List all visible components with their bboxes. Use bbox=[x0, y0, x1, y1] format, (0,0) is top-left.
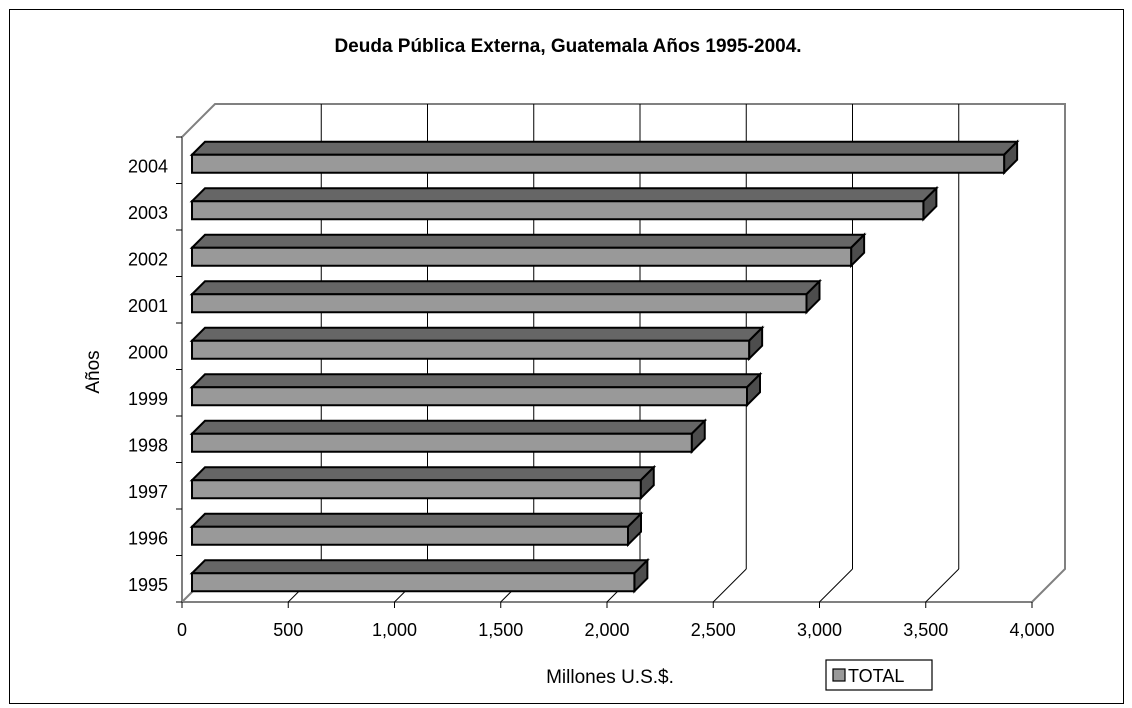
x-tick-label: 1,500 bbox=[478, 620, 523, 640]
y-tick-label: 2003 bbox=[128, 203, 168, 223]
bar-front-face bbox=[191, 432, 693, 453]
bar-front-face bbox=[191, 246, 853, 267]
x-tick-label: 2,000 bbox=[584, 620, 629, 640]
x-tick-labels: 0 500 1,000 1,500 2,000 2,500 3,000 3,500 4,000 bbox=[177, 620, 1055, 640]
bar-front-face bbox=[191, 339, 751, 360]
bar-front-face bbox=[191, 572, 636, 593]
bar-top-face bbox=[189, 280, 822, 296]
bar-1997 bbox=[189, 464, 657, 501]
bar-front-face bbox=[191, 153, 1006, 174]
bar-2000 bbox=[189, 325, 765, 362]
legend-swatch bbox=[832, 668, 846, 682]
bar-top-face bbox=[189, 466, 657, 482]
bar-top-face bbox=[189, 419, 708, 435]
y-tick-label: 1999 bbox=[128, 389, 168, 409]
floor-gridline bbox=[712, 568, 747, 603]
y-tick-label: 1995 bbox=[128, 575, 168, 595]
x-tick-label: 2,500 bbox=[691, 620, 736, 640]
x-tick-label: 1,000 bbox=[372, 620, 417, 640]
y-tick-label: 2000 bbox=[128, 342, 168, 362]
bar-top-face bbox=[189, 512, 644, 528]
y-tick-label: 2004 bbox=[128, 156, 168, 176]
bar-top-face bbox=[189, 373, 763, 389]
bar-1998 bbox=[189, 418, 708, 455]
x-axis-label: Millones U.S.$. bbox=[546, 667, 674, 688]
bar-top-face bbox=[189, 559, 650, 575]
bar-front-face bbox=[191, 525, 629, 546]
bar-2002 bbox=[189, 232, 867, 269]
bar-top-face bbox=[189, 233, 867, 249]
bars bbox=[189, 139, 1020, 594]
bar-front-face bbox=[191, 200, 925, 221]
legend-label: TOTAL bbox=[848, 666, 904, 686]
bar-2004 bbox=[189, 139, 1020, 176]
y-tick-label: 1997 bbox=[128, 482, 168, 502]
y-tick-label: 1998 bbox=[128, 435, 168, 455]
bar-1995 bbox=[189, 557, 650, 594]
legend: TOTAL bbox=[825, 659, 933, 691]
bar-top-face bbox=[189, 140, 1020, 156]
bar-2003 bbox=[189, 185, 939, 222]
bar-1996 bbox=[189, 511, 644, 548]
bar-top-face bbox=[189, 187, 939, 203]
bar-front-face bbox=[191, 479, 642, 500]
x-tick-label: 3,500 bbox=[903, 620, 948, 640]
y-tick-labels: 1995 1996 1997 1998 1999 2000 2001 2002 2003 2004 bbox=[128, 156, 168, 595]
chart-title: Deuda Pública Externa, Guatemala Años 19… bbox=[334, 36, 801, 57]
bar-top-face bbox=[189, 326, 765, 342]
bar-2001 bbox=[189, 278, 822, 315]
x-tick-label: 4,000 bbox=[1009, 620, 1054, 640]
floor-gridline bbox=[925, 568, 960, 603]
bar-1999 bbox=[189, 371, 763, 408]
y-tick-label: 1996 bbox=[128, 528, 168, 548]
x-tick-label: 0 bbox=[177, 620, 187, 640]
bar-front-face bbox=[191, 293, 808, 314]
bar-front-face bbox=[191, 386, 748, 407]
x-tick-label: 3,000 bbox=[797, 620, 842, 640]
y-tick-label: 2002 bbox=[128, 249, 168, 269]
x-tick-label: 500 bbox=[273, 620, 303, 640]
y-tick-label: 2001 bbox=[128, 296, 168, 316]
floor-gridline bbox=[819, 568, 853, 603]
y-axis-label: Años bbox=[83, 350, 104, 393]
